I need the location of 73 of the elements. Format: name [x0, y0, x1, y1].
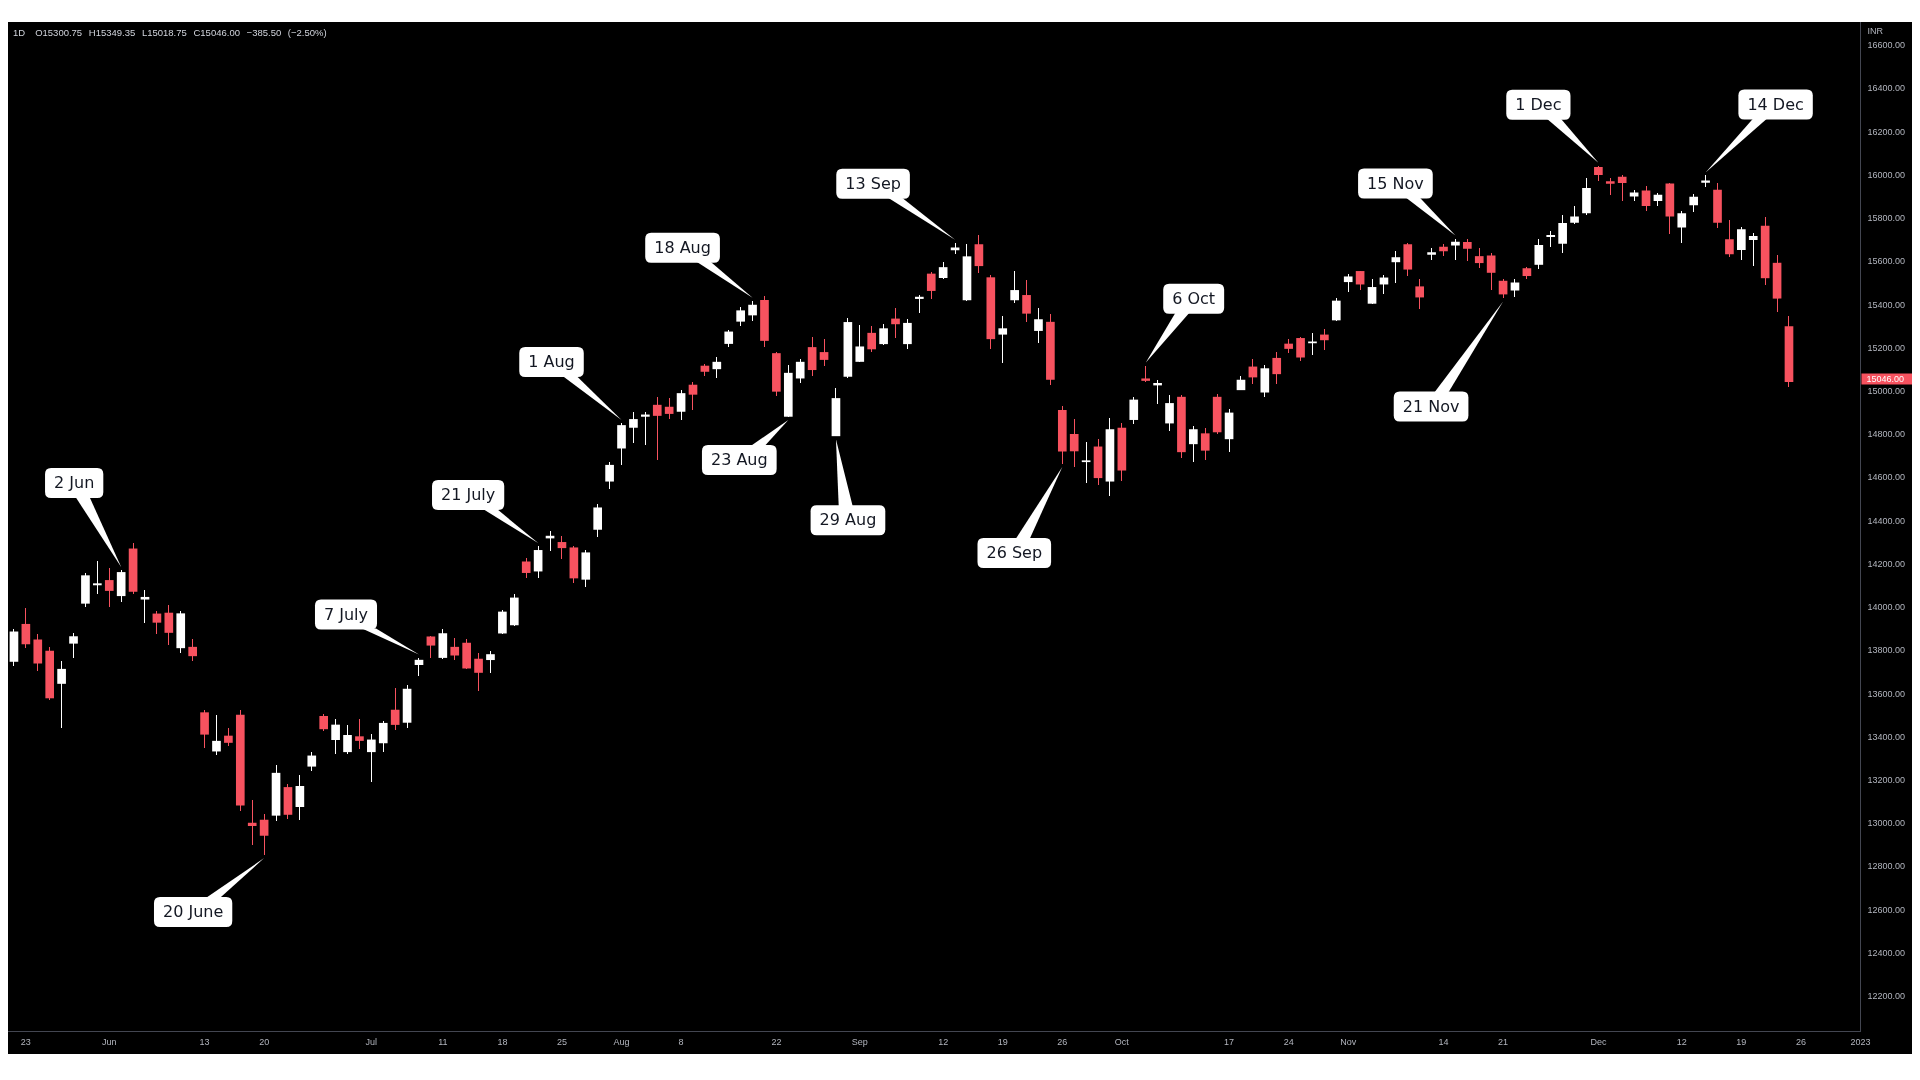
x-tick-label: 20: [259, 1037, 270, 1048]
x-tick-label: Dec: [1590, 1037, 1607, 1048]
y-tick-label: 14800.00: [1867, 429, 1906, 440]
x-tick-label: 21: [1498, 1037, 1509, 1048]
y-tick-label: 13600.00: [1867, 688, 1906, 699]
text: 15046.00: [1866, 373, 1905, 384]
x-tick-label: 12: [938, 1037, 949, 1048]
annotation: 15 Nov: [1367, 173, 1424, 193]
y-tick-label: 12400.00: [1867, 947, 1906, 958]
candlestick: [1081, 442, 1091, 483]
annotation: 21 July: [441, 485, 496, 505]
x-tick-label: Oct: [1114, 1037, 1130, 1048]
x-tick-label: 22: [771, 1037, 782, 1048]
x-tick-label: Jun: [102, 1037, 117, 1048]
text: 1D: [13, 26, 26, 38]
y-tick-label: 12200.00: [1867, 991, 1906, 1002]
y-tick-label: 14000.00: [1867, 602, 1906, 613]
x-tick-label: 19: [997, 1037, 1008, 1048]
annotation: 1 Dec: [1515, 94, 1562, 114]
annotation: 14 Dec: [1747, 94, 1804, 114]
y-tick-label: 15000.00: [1867, 386, 1906, 397]
y-tick-label: 14400.00: [1867, 515, 1906, 526]
y-tick-label: 14200.00: [1867, 558, 1906, 569]
y-tick-label: 15600.00: [1867, 256, 1906, 267]
y-tick-label: 13400.00: [1867, 731, 1906, 742]
y-tick-label: 14600.00: [1867, 472, 1906, 483]
y-tick-label: 16000.00: [1867, 169, 1906, 180]
x-tick-label: Aug: [613, 1037, 630, 1048]
x-tick-label: 2023: [1850, 1037, 1871, 1048]
x-tick-label: 19: [1736, 1037, 1747, 1048]
y-tick-label: 13800.00: [1867, 645, 1906, 656]
y-tick-label: 15200.00: [1867, 342, 1906, 353]
x-tick-label: 18: [497, 1037, 508, 1048]
y-tick-label: 12600.00: [1867, 904, 1906, 915]
annotation: 29 Aug: [819, 510, 877, 530]
candlestick: [247, 800, 257, 845]
x-tick-label: 8: [678, 1037, 684, 1048]
annotation: 7 July: [323, 604, 369, 624]
x-tick-label: 23: [20, 1037, 31, 1048]
candlestick: [93, 561, 102, 594]
x-tick-label: 26: [1057, 1037, 1068, 1048]
annotation: 20 June: [162, 902, 224, 922]
annotation: 2 Jun: [54, 473, 95, 493]
x-tick-label: Nov: [1340, 1037, 1357, 1048]
y-tick-label: 13200.00: [1867, 775, 1906, 786]
x-tick-label: 26: [1795, 1037, 1806, 1048]
annotation: 21 Nov: [1402, 396, 1460, 416]
x-tick-label: 12: [1676, 1037, 1687, 1048]
x-tick-label: Jul: [365, 1037, 378, 1048]
annotation: 26 Sep: [986, 543, 1043, 563]
x-tick-label: 14: [1438, 1037, 1449, 1048]
text: O15300.75 H15349.35 L15018.75 C15046.00 −385.50 (−2.50%): [35, 26, 327, 38]
x-tick-label: 24: [1283, 1037, 1294, 1048]
y-tick-label: 16600.00: [1867, 40, 1906, 51]
y-tick-label: 15400.00: [1867, 299, 1906, 310]
x-tick-label: 17: [1224, 1037, 1235, 1048]
x-tick-label: 11: [438, 1037, 448, 1048]
y-tick-label: 15800.00: [1867, 213, 1906, 224]
annotation: 13 Sep: [845, 174, 901, 194]
annotation: 1 Aug: [528, 352, 575, 372]
x-tick-label: 13: [199, 1037, 210, 1048]
y-axis-title: INR: [1867, 26, 1884, 37]
y-tick-label: 16200.00: [1867, 126, 1906, 137]
y-tick-label: 12800.00: [1867, 861, 1906, 872]
annotation: 6 Oct: [1172, 288, 1216, 308]
x-tick-label: 25: [556, 1037, 567, 1048]
y-tick-label: 13000.00: [1867, 818, 1906, 829]
candlestick: [140, 590, 150, 623]
x-tick-label: Sep: [851, 1037, 868, 1048]
annotation: 23 Aug: [710, 450, 768, 470]
y-tick-label: 16400.00: [1867, 83, 1906, 94]
candlestick: [641, 412, 650, 445]
annotation: 18 Aug: [654, 237, 711, 257]
